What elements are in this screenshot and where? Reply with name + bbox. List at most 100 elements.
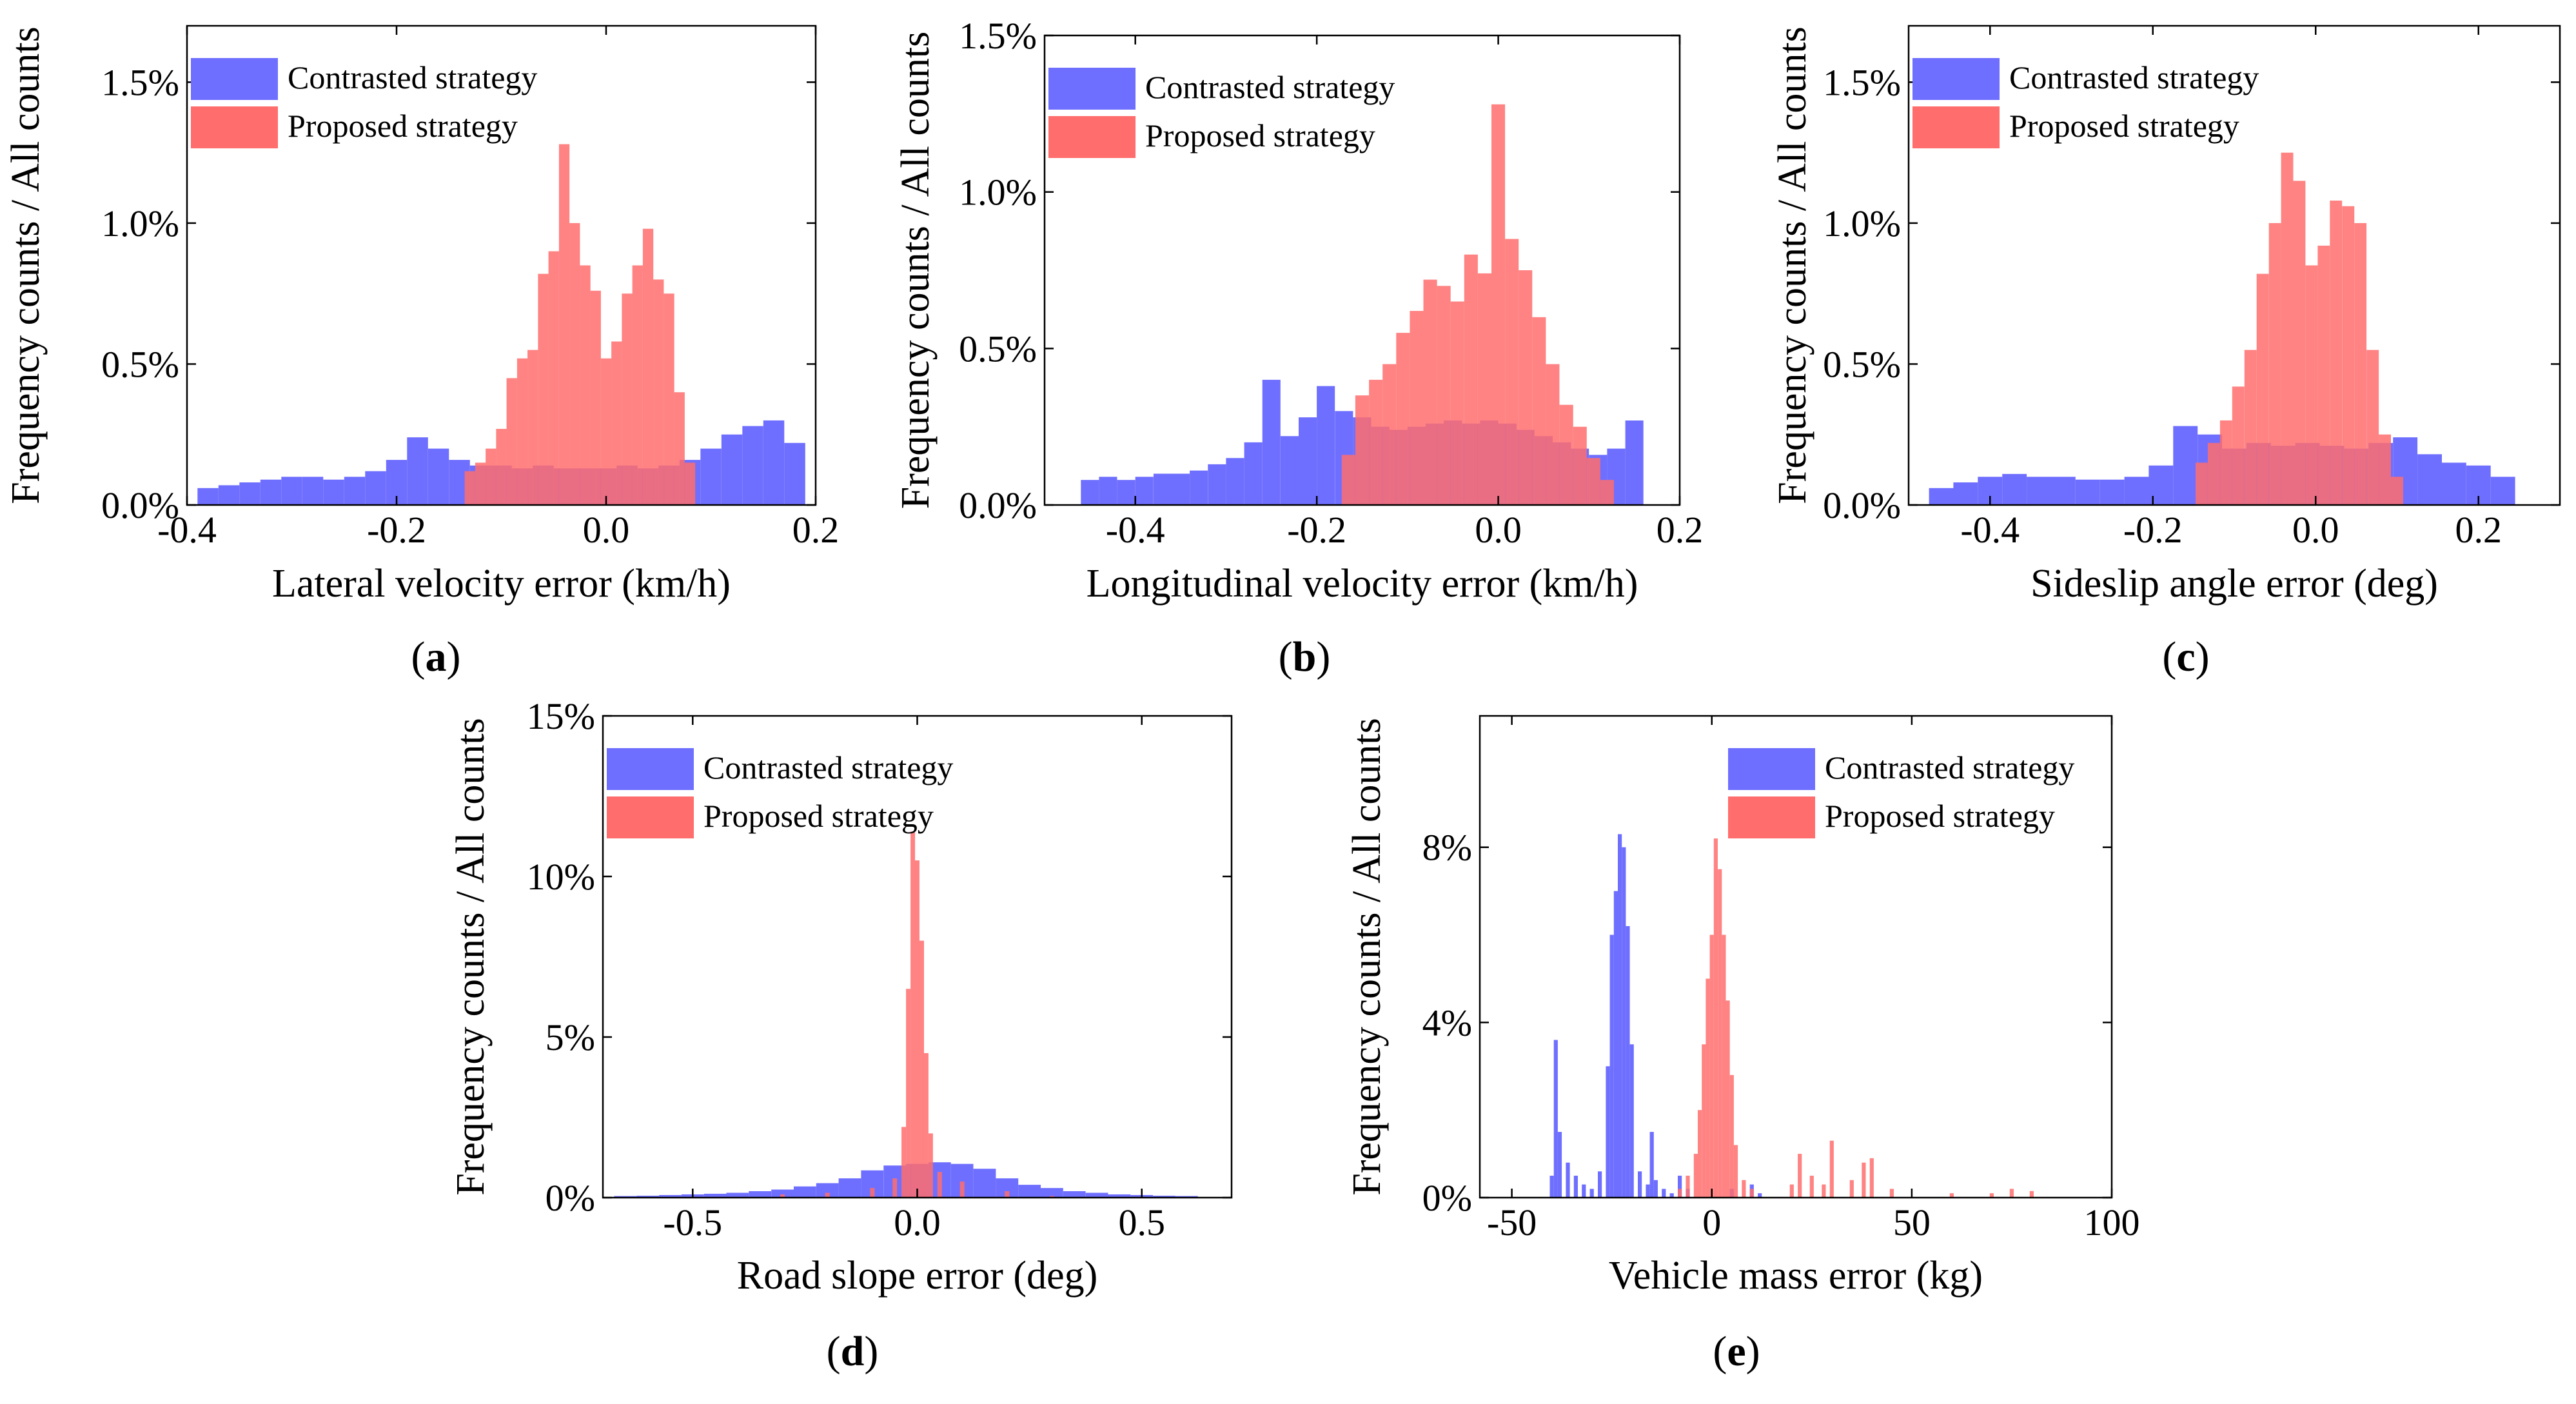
series-proposed — [464, 144, 696, 506]
histogram-bar — [1355, 395, 1369, 505]
histogram-bar — [548, 251, 559, 505]
y-tick-label: 1.0% — [1823, 203, 1901, 244]
histogram-bar — [407, 437, 428, 505]
histogram-bar — [2305, 265, 2318, 505]
histogram-bar — [580, 265, 591, 505]
histogram-bar — [928, 1133, 933, 1198]
plot-frame — [1907, 25, 2561, 506]
histogram-bar — [1678, 1176, 1682, 1198]
histogram-bar — [1586, 458, 1600, 505]
histogram-bar — [2417, 454, 2442, 505]
histogram-bar — [197, 488, 219, 505]
histogram-bar — [1649, 1132, 1654, 1198]
histogram-bar — [1989, 1193, 1994, 1198]
histogram-bar — [1244, 442, 1263, 505]
histogram-bar — [2490, 477, 2515, 505]
histogram-bar — [2281, 152, 2294, 505]
x-tick-label: -0.2 — [367, 509, 426, 551]
histogram-bar — [428, 448, 449, 505]
histogram-bar — [1726, 1000, 1730, 1198]
histogram-bar — [1953, 482, 1978, 505]
x-tick-label: 0.2 — [792, 509, 840, 551]
histogram-bar — [674, 392, 685, 505]
y-tick-label: 0.0% — [1823, 484, 1901, 526]
y-tick-label: 15% — [527, 695, 595, 737]
histogram-bar — [2009, 1189, 2014, 1198]
chart-panel-e: -50 0 50 100 0% 4% 8% Vehicle mass error (kg) Fr… — [1345, 715, 2140, 1375]
histogram-bar — [1117, 480, 1136, 505]
histogram-bar — [700, 448, 722, 505]
y-tick-label: 1.0% — [101, 203, 179, 244]
chart-panel-c: -0.4 -0.2 0.0 0.2 0.0% 0.5% 1.0% 1.5% Sideslip a… — [1771, 25, 2561, 680]
histogram-bar — [1622, 847, 1626, 1198]
legend-label: Proposed strategy — [2009, 108, 2239, 144]
legend-swatch-proposed — [1728, 796, 1815, 838]
histogram-bar — [703, 1194, 727, 1198]
histogram-bar — [1005, 1191, 1010, 1198]
histogram-bar — [2379, 434, 2391, 505]
histogram-bar — [1018, 1185, 1041, 1198]
histogram-bar — [870, 1188, 875, 1198]
histogram-bar — [1135, 477, 1154, 505]
histogram-bar — [684, 462, 696, 505]
histogram-bar — [1582, 1184, 1586, 1198]
histogram-bar — [1733, 1145, 1738, 1198]
histogram-bar — [1722, 934, 1726, 1198]
histogram-bar — [1609, 934, 1614, 1198]
x-tick-label: 100 — [2084, 1201, 2140, 1243]
histogram-bar — [1629, 1044, 1634, 1198]
histogram-bar — [1299, 417, 1317, 505]
legend: Contrasted strategy Proposed strategy — [1912, 58, 2259, 148]
y-axis-label: Frequency counts / All counts — [4, 26, 48, 504]
panel-letter: b — [1293, 633, 1317, 680]
histogram-bar — [721, 434, 743, 505]
histogram-bar — [1718, 869, 1722, 1198]
panel-letter: d — [841, 1328, 865, 1375]
histogram-bar — [1809, 1176, 1814, 1198]
histogram-bar — [825, 1192, 830, 1198]
histogram-bar — [642, 228, 654, 505]
histogram-bar — [516, 358, 528, 505]
histogram-bar — [2173, 426, 2198, 505]
histogram-bar — [365, 471, 386, 505]
panel-letter: c — [2176, 633, 2195, 680]
histogram-bar — [2354, 222, 2367, 505]
x-tick-label: -50 — [1487, 1201, 1537, 1243]
x-axis-label: Vehicle mass error (kg) — [1609, 1254, 1983, 1298]
histogram-bar — [1646, 1184, 1650, 1198]
legend-label: Contrasted strategy — [2009, 59, 2259, 95]
legend-label: Contrasted strategy — [703, 749, 953, 786]
histogram-bar — [1382, 364, 1397, 505]
histogram-bar — [901, 1127, 907, 1198]
y-tick-label: 10% — [527, 856, 595, 898]
histogram-bar — [1081, 480, 1099, 505]
histogram-bar — [2196, 462, 2208, 505]
histogram-bar — [1464, 254, 1478, 505]
histogram-bar — [1829, 1140, 1834, 1198]
histogram-bar — [2124, 477, 2149, 505]
histogram-bar — [2342, 206, 2355, 505]
y-tick-label: 0.0% — [959, 484, 1037, 526]
y-tick-label: 0% — [1422, 1177, 1472, 1219]
x-tick-label: 0.0 — [2292, 509, 2339, 551]
y-axis-label: Frequency counts / All counts — [1345, 718, 1389, 1195]
histogram-bar — [1600, 480, 1614, 505]
legend-swatch-contrasted — [607, 748, 694, 790]
histogram-bar — [1208, 464, 1226, 505]
histogram-bar — [611, 341, 622, 505]
panel-caption: (a) — [411, 633, 461, 680]
histogram-bar — [1822, 1184, 1826, 1198]
histogram-bar — [726, 1192, 749, 1198]
histogram-bar — [2244, 350, 2257, 505]
x-tick-label: 0.0 — [1475, 509, 1522, 551]
plot-frame — [1479, 715, 2113, 1199]
histogram-bar — [1226, 458, 1244, 505]
histogram-bar — [1437, 286, 1451, 505]
histogram-bar — [260, 479, 282, 505]
histogram-bar — [1949, 1193, 1954, 1198]
histogram-bar — [659, 1195, 682, 1198]
histogram-bar — [1505, 239, 1519, 505]
histogram-bar — [771, 1189, 794, 1198]
histogram-bar — [2317, 245, 2330, 505]
y-axis-label: Frequency counts / All counts — [1771, 26, 1814, 504]
